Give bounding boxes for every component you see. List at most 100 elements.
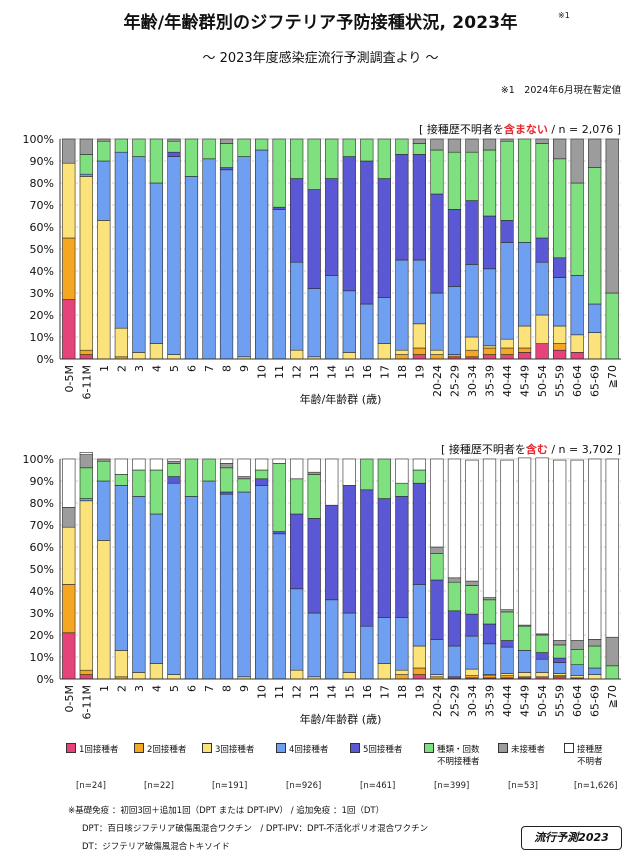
- x-tick-label: 40-44: [501, 365, 514, 397]
- bar-segment-dose3: [588, 332, 602, 360]
- x-tick-label: 8: [221, 685, 234, 692]
- bar-segment-dose3: [412, 645, 427, 669]
- bar-segment-unvaccinated: [447, 138, 462, 153]
- y-tick-label: 90%: [30, 475, 54, 488]
- bar-segment-dose3: [395, 669, 409, 675]
- legend-swatch: [424, 743, 434, 753]
- bar-segment-unvaccinated: [465, 580, 479, 586]
- bar-segment-dose5: [395, 154, 409, 261]
- bar-segment-dose4: [202, 158, 216, 360]
- bar-segment-unvaccinated: [588, 138, 602, 168]
- bar-segment-dose3: [149, 663, 164, 680]
- bar-segment-dose3: [395, 349, 409, 355]
- x-tick-label: 6-11M: [80, 685, 93, 719]
- bar-segment-dose4: [325, 275, 339, 360]
- bar-segment-unvaccinated: [97, 138, 111, 142]
- bar-segment-dose4: [360, 303, 374, 360]
- x-tick-label: 6-11M: [80, 365, 93, 399]
- x-tick-label: 10: [256, 685, 269, 699]
- bar-segment-unvaccinated: [482, 138, 497, 151]
- bar-segment-unknown_history: [553, 459, 567, 641]
- legend-n-dose1: [n=24]: [76, 781, 106, 791]
- bar-segment-unknown_history: [167, 458, 181, 462]
- bar-segment-unknown_dose: [430, 149, 444, 195]
- legend-item-unvaccinated: 未接種者: [498, 743, 545, 756]
- panel2-label: [ 接種歴不明者を含む / n = 3,702 ]: [441, 441, 621, 457]
- bar-segment-unknown_dose: [447, 581, 462, 612]
- bar-segment-unknown_dose: [290, 478, 304, 515]
- bar-segment-dose5: [395, 496, 409, 618]
- bar-segment-unvaccinated: [447, 577, 462, 583]
- bar-segment-dose5: [430, 579, 444, 640]
- bar-segment-dose4: [588, 667, 602, 675]
- x-tick-label: 55-59: [554, 365, 567, 397]
- bar-segment-dose5: [325, 178, 339, 276]
- bar-segment-unknown_history: [482, 458, 497, 598]
- bar-segment-dose2: [482, 347, 497, 355]
- x-tick-label: 25-29: [448, 365, 461, 397]
- bar-segment-dose5: [482, 215, 497, 270]
- x-tick-label: 5: [168, 365, 181, 372]
- bar-segment-dose5: [342, 485, 356, 614]
- x-tick-label: 3: [133, 365, 146, 372]
- bar-segment-dose4: [412, 584, 427, 647]
- bar-segment-unvaccinated: [570, 138, 584, 184]
- bar-segment-dose4: [500, 242, 514, 340]
- bar-segment-unknown_dose: [570, 649, 584, 666]
- bar-segment-dose5: [500, 220, 514, 243]
- bar-segment-dose4: [377, 617, 391, 664]
- bar-segment-unknown_history: [62, 458, 76, 508]
- x-tick-label: 16: [361, 685, 374, 699]
- bar-segment-dose2: [62, 584, 76, 634]
- bar-segment-unknown_dose: [553, 158, 567, 259]
- bar-segment-dose3: [149, 343, 164, 360]
- legend-swatch: [350, 743, 360, 753]
- bar-segment-dose3: [500, 673, 514, 677]
- bar-segment-dose5: [272, 206, 286, 210]
- bar-segment-dose4: [465, 264, 479, 338]
- bar-segment-dose5: [290, 513, 304, 590]
- bar-segment-dose2: [79, 669, 93, 675]
- bar-segment-dose3: [377, 663, 391, 680]
- bar-segment-dose3: [167, 674, 181, 680]
- bar-segment-dose3: [290, 669, 304, 680]
- legend-item-dose4: 4回接種者: [276, 743, 328, 756]
- bar-segment-dose4: [500, 646, 514, 674]
- bar-segment-dose5: [272, 531, 286, 535]
- bar-segment-unknown_dose: [272, 138, 286, 208]
- chart-bottom: 0% 10% 20% 30% 40% 50% 60% 70% 80% 90% 100% 0-5M 6-1…: [23, 452, 621, 726]
- y-tick-label: 100%: [23, 133, 54, 146]
- x-tick-label: 5: [168, 685, 181, 692]
- x-tick-label: 35-39: [484, 365, 497, 397]
- bar-segment-unknown_dose: [605, 665, 619, 680]
- bar-segment-dose3: [114, 327, 128, 358]
- bar-segment-dose3: [588, 674, 602, 680]
- bar-segment-unknown_dose: [535, 634, 549, 653]
- bar-segment-dose5: [412, 154, 427, 261]
- x-tick-label: 14: [326, 685, 339, 699]
- bar-segment-unknown_history: [79, 452, 93, 455]
- x-tick-label: 12: [291, 685, 304, 699]
- bar-segment-dose5: [553, 657, 567, 663]
- x-tick-label: 19: [413, 685, 426, 699]
- x-tick-label: 40-44: [501, 685, 514, 717]
- legend-swatch: [66, 743, 76, 753]
- bar-segment-unknown_history: [605, 458, 619, 638]
- x-tick-label: 11: [273, 365, 286, 379]
- bar-segment-dose1: [535, 343, 549, 360]
- bar-segment-dose4: [184, 176, 199, 360]
- x-tick-label: 45-49: [519, 365, 532, 397]
- bar-segment-dose1: [62, 299, 76, 360]
- x-tick-label: 19: [413, 365, 426, 379]
- x-tick-label: 14: [326, 365, 339, 379]
- x-tick-label: 65-69: [589, 365, 602, 397]
- title-note-mark: ※1: [558, 11, 570, 20]
- bar-segment-unvaccinated: [167, 460, 181, 464]
- bar-segment-dose3: [132, 352, 146, 360]
- bar-segment-unknown_dose: [79, 154, 93, 175]
- bar-segment-dose2: [465, 675, 479, 679]
- x-tick-label: 4: [150, 685, 163, 692]
- bar-segment-unknown_dose: [149, 469, 164, 515]
- bar-segment-unknown_dose: [202, 138, 216, 160]
- x-tick-label: 60-64: [571, 365, 584, 397]
